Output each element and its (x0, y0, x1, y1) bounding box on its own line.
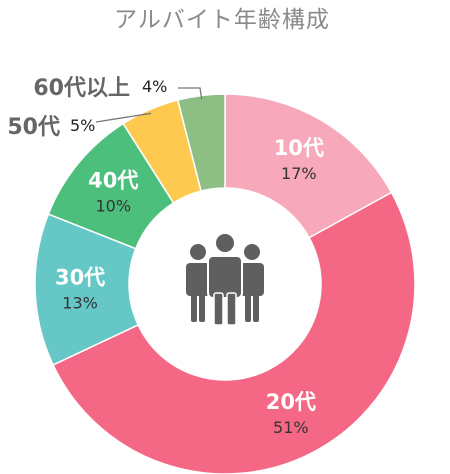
leader-line (178, 87, 203, 100)
slice-value-label: 4% (142, 77, 167, 96)
slice-category-label: 60代以上 (33, 76, 130, 101)
people-group-icon (186, 232, 264, 326)
slice-value-label: 13% (62, 294, 98, 313)
slice-0 (224, 93, 393, 239)
slice-category-label: 10代 (274, 136, 324, 160)
slice-category-label: 30代 (55, 266, 105, 290)
chart-slices (34, 93, 416, 474)
leader-lines (95, 87, 203, 123)
slice-value-label: 5% (70, 116, 95, 135)
slice-value-label: 51% (273, 418, 309, 437)
slice-category-label: 20代 (266, 390, 316, 414)
slice-category-label: 40代 (88, 169, 138, 193)
slice-value-label: 10% (95, 197, 131, 216)
leader-line (95, 112, 152, 123)
slice-5 (176, 93, 226, 192)
slice-value-label: 17% (281, 164, 317, 183)
slice-1 (52, 191, 416, 474)
chart-title: アルバイト年齢構成 (114, 7, 330, 33)
slice-labels: 10代 17% 20代 51% 30代 13% 40代 10% 50代 5% 60代以上 4% (7, 76, 324, 437)
slice-category-label: 50代 (7, 115, 60, 140)
